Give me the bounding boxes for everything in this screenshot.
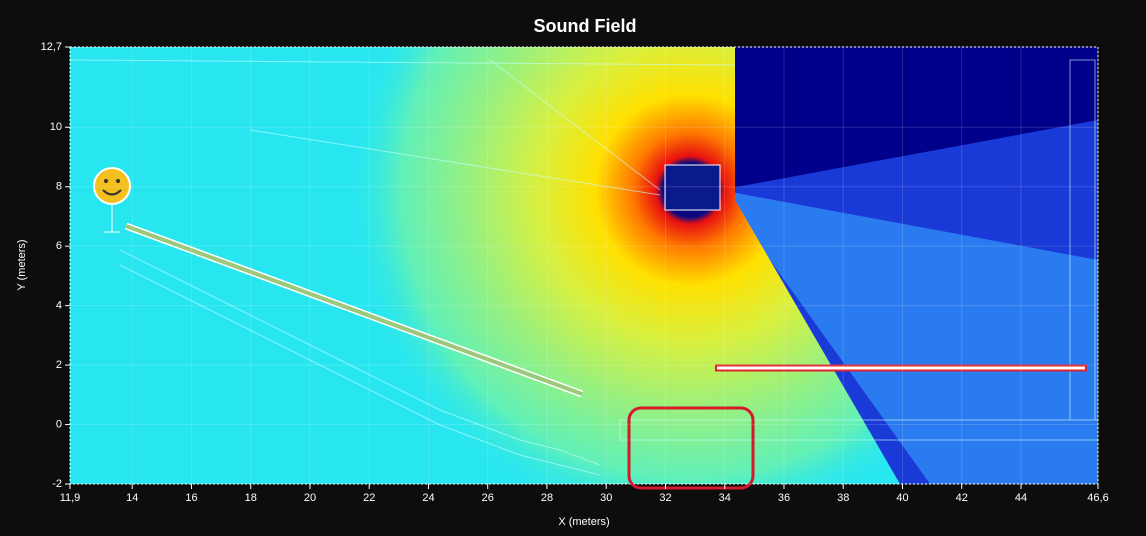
- y-axis-label: Y (meters): [16, 239, 28, 290]
- x-axis-label: X (meters): [558, 516, 609, 528]
- chart: Sound Field X (meters) Y (meters): [0, 0, 1146, 536]
- x-tick-label: 42: [956, 492, 968, 504]
- x-tick-label: 36: [778, 492, 790, 504]
- x-tick-label: 18: [245, 492, 257, 504]
- y-tick-label: 6: [56, 240, 62, 252]
- x-tick-label: 38: [837, 492, 849, 504]
- y-tick-label: 10: [50, 121, 62, 133]
- x-tick-label: 40: [896, 492, 908, 504]
- x-tick-label: 11,9: [60, 492, 81, 504]
- x-tick-label: 16: [185, 492, 197, 504]
- x-tick-label: 20: [304, 492, 316, 504]
- chart-title: Sound Field: [534, 16, 637, 36]
- x-tick-label: 34: [719, 492, 731, 504]
- y-tick-label: 8: [56, 181, 62, 193]
- x-tick-label: 32: [659, 492, 671, 504]
- x-tick-label: 24: [422, 492, 434, 504]
- x-tick-label: 30: [600, 492, 612, 504]
- x-tick-label: 46,6: [1087, 492, 1108, 504]
- x-tick-label: 22: [363, 492, 375, 504]
- x-tick-label: 14: [126, 492, 138, 504]
- x-tick-label: 28: [541, 492, 553, 504]
- y-tick-label: 2: [56, 359, 62, 371]
- y-tick-label: 4: [56, 300, 62, 312]
- y-tick-label: 12,7: [41, 41, 62, 53]
- x-tick-label: 26: [482, 492, 494, 504]
- x-tick-label: 44: [1015, 492, 1027, 504]
- y-tick-label: 0: [56, 418, 62, 430]
- y-tick-label: -2: [52, 478, 62, 490]
